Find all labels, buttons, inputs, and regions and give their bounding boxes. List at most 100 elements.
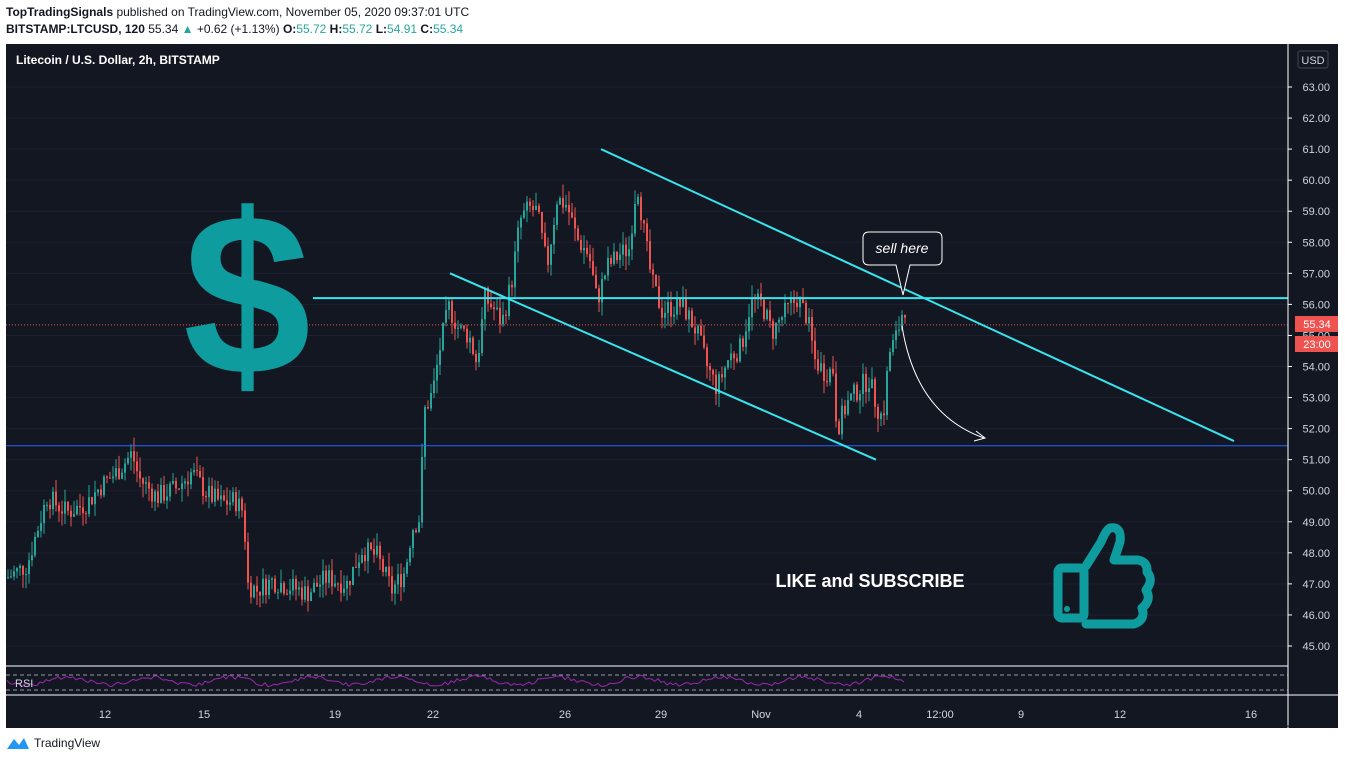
candle <box>781 317 783 320</box>
candle <box>97 489 99 493</box>
candle <box>484 287 486 320</box>
candle <box>865 373 867 393</box>
candle <box>823 363 825 381</box>
candle <box>232 492 234 503</box>
candle <box>259 591 261 596</box>
candle <box>436 364 438 381</box>
candle <box>460 325 462 328</box>
candle <box>103 476 105 496</box>
candle <box>13 571 15 577</box>
candle <box>877 406 879 420</box>
candle <box>304 586 306 600</box>
candle <box>628 249 630 257</box>
candle <box>382 558 384 573</box>
candle <box>7 577 9 579</box>
candle <box>700 325 702 336</box>
candle <box>565 204 567 208</box>
currency-button[interactable] <box>1297 50 1329 69</box>
arrow-head-icon <box>973 430 987 442</box>
candle <box>70 510 72 517</box>
candle <box>514 251 516 288</box>
candle <box>337 583 339 585</box>
candle <box>34 536 36 556</box>
author-name[interactable]: TopTradingSignals <box>6 5 114 19</box>
candle <box>241 498 243 511</box>
candle <box>745 331 747 347</box>
candle <box>556 204 558 225</box>
y-tick-label: 62.00 <box>1302 113 1330 125</box>
candle <box>265 578 267 595</box>
candle <box>874 379 876 407</box>
rsi-line <box>6 674 905 688</box>
candle <box>679 297 681 307</box>
y-tick-label: 54.00 <box>1302 362 1330 374</box>
candle <box>400 574 402 588</box>
candle <box>658 286 660 308</box>
y-tick-label: 49.00 <box>1302 517 1330 529</box>
candle <box>712 370 714 375</box>
candle <box>466 328 468 343</box>
candle <box>145 482 147 484</box>
candle <box>730 353 732 361</box>
candle <box>217 488 219 500</box>
price-chart[interactable]: $ sell here LIKE and SUBSCRIBE RSI USD 4… <box>6 44 1338 728</box>
price-axis[interactable]: USD 45.00 46.00 47.00 48.00 49.00 50.00 51.00 5… <box>1287 44 1338 728</box>
candle <box>376 545 378 555</box>
candle <box>196 469 198 471</box>
candle <box>799 298 801 308</box>
candle <box>526 201 528 211</box>
sell-callout[interactable]: sell here <box>862 231 943 296</box>
candle <box>358 562 360 568</box>
candle <box>631 233 633 250</box>
channel-upper-line[interactable] <box>600 148 1235 442</box>
y-tick-label: 52.00 <box>1302 424 1330 436</box>
candle <box>871 379 873 389</box>
candle <box>139 471 141 479</box>
candle <box>652 269 654 275</box>
candle <box>757 293 759 300</box>
candle <box>88 497 90 514</box>
candle <box>67 501 69 511</box>
candle <box>208 485 210 498</box>
candle <box>649 241 651 270</box>
close-label: C: <box>420 22 434 36</box>
candle <box>28 560 30 575</box>
candle <box>148 482 150 489</box>
x-tick-label: 19 <box>329 709 341 721</box>
candle <box>568 204 570 213</box>
candle <box>646 223 648 242</box>
candles <box>7 184 906 612</box>
candle <box>562 198 564 208</box>
candle <box>769 310 771 321</box>
candle <box>601 279 603 303</box>
candle <box>187 481 189 485</box>
thumbs-up-icon[interactable] <box>1053 523 1155 629</box>
candle <box>901 314 903 330</box>
footer-brand[interactable]: TradingView <box>34 736 101 750</box>
candle <box>19 565 21 569</box>
candle <box>166 496 168 501</box>
y-tick-label: 56.00 <box>1302 299 1330 311</box>
candle <box>223 495 225 501</box>
candle <box>127 457 129 464</box>
candle <box>424 407 426 457</box>
channel-lower-line[interactable] <box>449 272 877 461</box>
candle <box>91 497 93 505</box>
publish-info: TopTradingSignals published on TradingVi… <box>6 5 469 19</box>
candle <box>541 212 543 233</box>
rsi-pane[interactable]: RSI <box>6 665 1338 696</box>
y-tick-label: 46.00 <box>1302 610 1330 622</box>
promo-text: LIKE and SUBSCRIBE <box>775 571 964 591</box>
candle <box>262 578 264 596</box>
chart-title: Litecoin / U.S. Dollar, 2h, BITSTAMP <box>16 53 220 67</box>
candle <box>478 353 480 363</box>
candle <box>40 523 42 531</box>
candle <box>301 587 303 600</box>
candle <box>697 325 699 334</box>
candle <box>238 498 240 512</box>
candle <box>709 366 711 371</box>
time-axis[interactable]: 12 15 19 22 26 29 Nov 4 12:00 9 12 16 <box>6 709 1338 727</box>
candle <box>100 489 102 496</box>
candle <box>661 307 663 318</box>
candle <box>46 504 48 506</box>
